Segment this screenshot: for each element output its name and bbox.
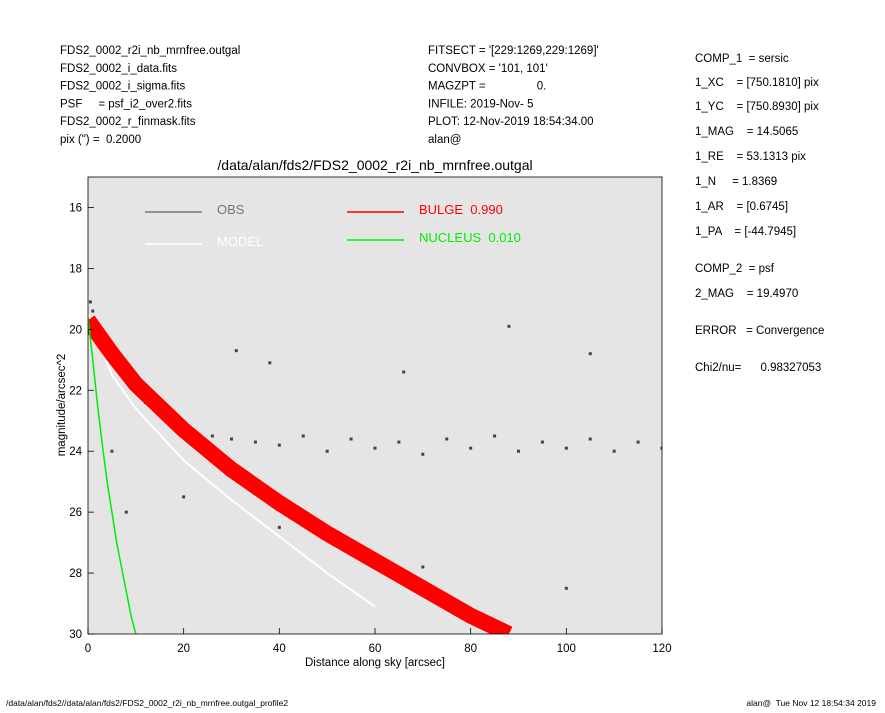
info-right-line: COMP_2 = psf bbox=[695, 263, 775, 275]
obs-point bbox=[110, 449, 114, 453]
obs-point bbox=[507, 324, 511, 328]
obs-point bbox=[91, 309, 95, 313]
plot-content bbox=[88, 300, 662, 634]
obs-point bbox=[277, 443, 281, 447]
info-left-line: pix (") = 0.2000 bbox=[60, 134, 141, 146]
x-tick-label: 120 bbox=[652, 643, 671, 655]
info-right-line: Chi2/nu= 0.98327053 bbox=[695, 362, 821, 374]
obs-point bbox=[636, 440, 640, 444]
info-right-line: 1_AR = [0.6745] bbox=[695, 201, 788, 213]
obs-point bbox=[253, 440, 257, 444]
info-right-line: 1_PA = [-44.7945] bbox=[695, 226, 796, 238]
y-tick-label: 30 bbox=[69, 629, 82, 641]
obs-point bbox=[421, 565, 425, 569]
legend-label: OBS bbox=[217, 202, 245, 217]
info-right-line: 1_RE = 53.1313 pix bbox=[695, 151, 806, 163]
obs-point bbox=[564, 446, 568, 450]
y-axis-label: magnitude/arcsec^2 bbox=[56, 354, 68, 457]
x-axis-label: Distance along sky [arcsec] bbox=[305, 657, 445, 669]
x-tick-label: 60 bbox=[369, 643, 382, 655]
obs-point bbox=[421, 452, 425, 456]
obs-point bbox=[564, 586, 568, 590]
obs-point bbox=[325, 449, 329, 453]
footer-right: alan@ Tue Nov 12 18:54:34 2019 bbox=[746, 698, 876, 708]
info-middle-line: INFILE: 2019-Nov- 5 bbox=[428, 98, 533, 110]
y-tick-label: 28 bbox=[69, 568, 82, 580]
obs-point bbox=[88, 300, 92, 304]
obs-point bbox=[402, 370, 406, 374]
info-left-line: FDS2_0002_i_sigma.fits bbox=[60, 81, 186, 93]
info-middle-line: CONVBOX = '101, 101' bbox=[428, 63, 548, 75]
x-tick-label: 40 bbox=[273, 643, 286, 655]
footer-left: /data/alan/fds2//data/alan/fds2/FDS2_000… bbox=[6, 698, 288, 708]
info-middle-line: PLOT: 12-Nov-2019 18:54:34.00 bbox=[428, 116, 594, 128]
obs-point bbox=[349, 437, 353, 441]
info-left-line: PSF = psf_i2_over2.fits bbox=[60, 98, 192, 110]
series-line bbox=[88, 313, 376, 608]
info-middle-line: MAGZPT = 0. bbox=[428, 81, 546, 93]
chart-title: /data/alan/fds2/FDS2_0002_r2i_nb_mrnfree… bbox=[217, 157, 532, 173]
y-tick-label: 18 bbox=[69, 263, 82, 275]
x-tick-label: 100 bbox=[557, 643, 576, 655]
obs-point bbox=[230, 437, 233, 441]
x-tick-label: 20 bbox=[177, 643, 190, 655]
obs-point bbox=[493, 434, 497, 438]
info-right-line: 2_MAG = 19.4970 bbox=[695, 288, 798, 300]
obs-point bbox=[588, 352, 592, 356]
obs-point bbox=[277, 525, 281, 529]
info-right-line: 1_MAG = 14.5065 bbox=[695, 126, 798, 138]
obs-point bbox=[234, 349, 238, 353]
obs-point bbox=[210, 434, 214, 438]
y-tick-label: 22 bbox=[69, 385, 82, 397]
obs-point bbox=[517, 449, 520, 453]
info-middle-line: alan@ bbox=[428, 134, 461, 146]
obs-point bbox=[469, 446, 473, 450]
y-tick-label: 20 bbox=[69, 324, 82, 336]
obs-point bbox=[182, 495, 186, 499]
info-right-line: ERROR = Convergence bbox=[695, 325, 824, 337]
info-right-line: 1_YC = [750.8930] pix bbox=[695, 101, 819, 113]
info-left-line: FDS2_0002_r_finmask.fits bbox=[60, 116, 196, 128]
obs-point bbox=[660, 446, 662, 450]
legend-label: BULGE 0.990 bbox=[419, 202, 503, 217]
obs-point bbox=[397, 440, 401, 444]
obs-point bbox=[124, 510, 128, 514]
legend-label: MODEL bbox=[217, 234, 263, 249]
info-right-line: COMP_1 = sersic bbox=[695, 53, 789, 65]
obs-point bbox=[373, 446, 377, 450]
y-tick-label: 16 bbox=[69, 202, 82, 214]
legend-label: NUCLEUS 0.010 bbox=[419, 230, 521, 245]
obs-point bbox=[445, 437, 449, 441]
obs-point bbox=[301, 434, 305, 438]
obs-point bbox=[588, 437, 592, 441]
info-left-line: FDS2_0002_i_data.fits bbox=[60, 63, 177, 75]
obs-point bbox=[540, 440, 544, 444]
y-tick-label: 26 bbox=[69, 507, 82, 519]
info-left-line: FDS2_0002_r2i_nb_mrnfree.outgal bbox=[60, 45, 240, 57]
info-right-line: 1_N = 1.8369 bbox=[695, 176, 777, 188]
info-middle-line: FITSECT = '[229:1269,229:1269]' bbox=[428, 45, 599, 57]
obs-point bbox=[268, 361, 272, 365]
series-line bbox=[88, 317, 137, 634]
y-tick-label: 24 bbox=[69, 446, 82, 458]
x-tick-label: 0 bbox=[85, 643, 91, 655]
series-line bbox=[88, 315, 513, 634]
obs-point bbox=[612, 449, 616, 453]
info-right-line: 1_XC = [750.1810] pix bbox=[695, 77, 819, 89]
x-tick-label: 80 bbox=[464, 643, 477, 655]
